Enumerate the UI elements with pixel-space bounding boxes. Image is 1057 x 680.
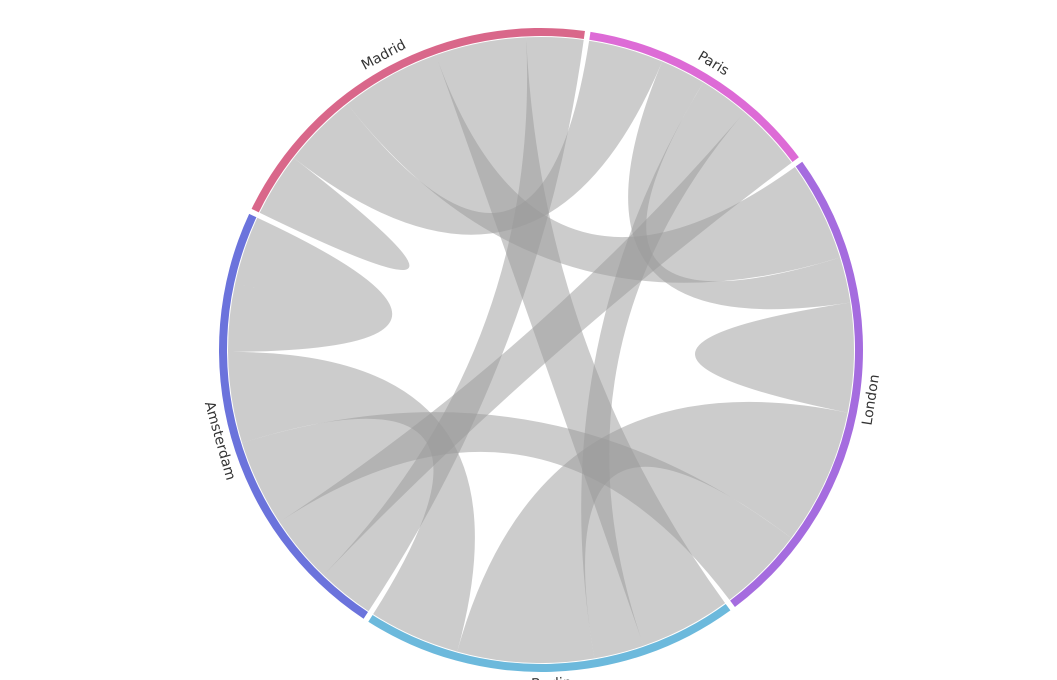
chord-ribbon-london-london[interactable] xyxy=(695,302,855,413)
chord-ribbon-paris-london[interactable] xyxy=(628,61,851,310)
group-arc-amsterdam[interactable] xyxy=(219,213,368,619)
chord-ribbon-madrid-madrid[interactable] xyxy=(259,158,410,270)
chord-ribbon-madrid-paris[interactable] xyxy=(293,40,663,235)
group-arc-madrid[interactable] xyxy=(251,27,585,213)
chord-ribbon-amsterdam-amsterdam[interactable] xyxy=(228,217,393,352)
group-arc-berlin[interactable] xyxy=(368,603,731,673)
chord-ribbon-berlin-amsterdam[interactable] xyxy=(228,351,475,652)
chord-ribbons xyxy=(228,36,855,664)
chord-ribbon-paris-berlin[interactable] xyxy=(581,82,745,659)
group-label-london: London xyxy=(860,373,883,426)
group-label-berlin: Berlin xyxy=(531,675,572,680)
chord-ribbon-madrid-london[interactable] xyxy=(347,55,841,283)
chord-ribbon-london-berlin[interactable] xyxy=(457,401,848,664)
chord-ribbon-madrid-amsterdam[interactable] xyxy=(323,36,584,612)
chord-ribbon-london-amsterdam[interactable] xyxy=(242,412,792,600)
group-arcs xyxy=(219,27,863,673)
